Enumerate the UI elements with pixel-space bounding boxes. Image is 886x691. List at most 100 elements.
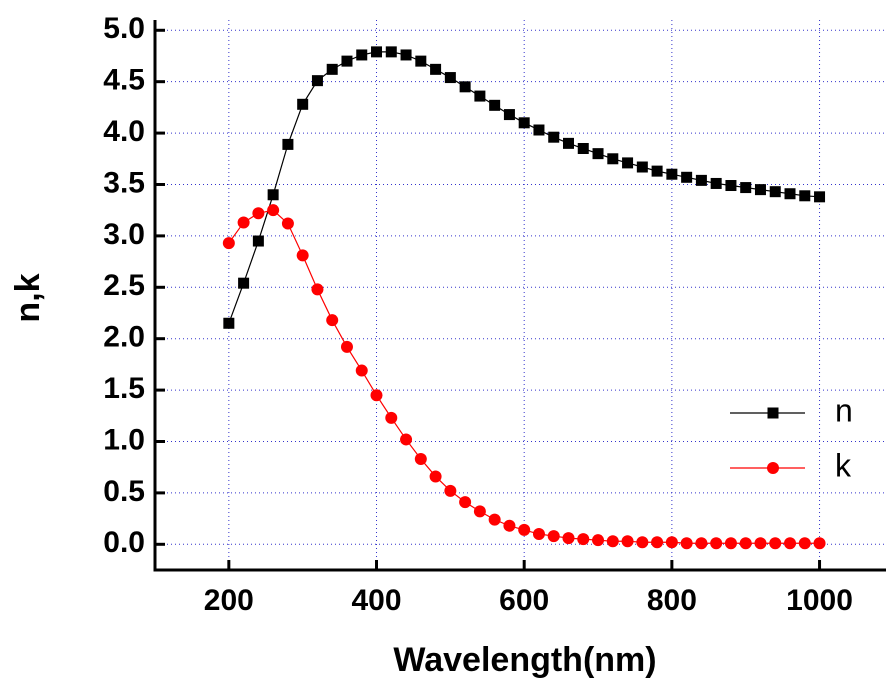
data-point	[311, 283, 324, 296]
y-tick-label: 1.5	[103, 372, 145, 405]
legend-label: k	[835, 447, 852, 483]
data-point	[547, 530, 560, 543]
data-point	[385, 46, 397, 58]
data-point	[681, 171, 693, 183]
data-point	[592, 534, 605, 547]
data-point	[680, 537, 693, 550]
x-tick-label: 600	[499, 584, 549, 617]
legend-marker	[767, 462, 779, 474]
data-point	[548, 131, 560, 143]
data-point	[371, 46, 383, 58]
data-point	[518, 117, 530, 129]
y-axis-label: n,k	[9, 273, 47, 322]
data-point	[222, 237, 235, 250]
data-point	[754, 537, 767, 550]
data-point	[237, 216, 250, 229]
y-tick-label: 3.0	[103, 218, 145, 251]
data-point	[503, 519, 516, 532]
y-tick-label: 0.5	[103, 475, 145, 508]
data-point	[754, 184, 766, 196]
data-point	[577, 533, 590, 546]
x-tick-label: 800	[647, 584, 697, 617]
data-point	[769, 537, 782, 550]
data-point	[341, 55, 353, 67]
data-point	[562, 137, 574, 149]
y-tick-label: 4.0	[103, 115, 145, 148]
data-point	[607, 153, 619, 165]
data-point	[695, 537, 708, 550]
data-point	[444, 72, 456, 84]
data-point	[489, 99, 501, 111]
y-tick-label: 1.0	[103, 423, 145, 456]
data-point	[710, 177, 722, 189]
data-point	[326, 314, 339, 327]
legend-label: n	[835, 392, 853, 428]
data-point	[370, 389, 383, 402]
data-point	[297, 98, 309, 110]
data-point	[740, 182, 752, 194]
data-point	[444, 484, 457, 497]
data-point	[311, 75, 323, 87]
x-tick-label: 1000	[786, 584, 853, 617]
data-point	[252, 235, 264, 247]
y-tick-label: 5.0	[103, 12, 145, 45]
data-point	[503, 109, 515, 121]
data-point	[429, 470, 442, 483]
data-point	[533, 124, 545, 136]
data-point	[724, 537, 737, 550]
data-point	[282, 138, 294, 150]
data-point	[814, 191, 826, 203]
data-point	[665, 536, 678, 549]
data-point	[415, 55, 427, 67]
x-tick-label: 400	[351, 584, 401, 617]
data-point	[666, 168, 678, 180]
data-point	[622, 157, 634, 169]
y-tick-label: 3.5	[103, 166, 145, 199]
data-point	[474, 90, 486, 102]
data-point	[651, 536, 664, 549]
data-point	[636, 161, 648, 173]
data-point	[400, 433, 413, 446]
data-point	[784, 188, 796, 200]
data-point	[606, 535, 619, 548]
y-tick-label: 0.0	[103, 526, 145, 559]
data-point	[340, 340, 353, 353]
data-point	[799, 190, 811, 202]
data-point	[356, 49, 368, 61]
data-point	[459, 81, 471, 93]
data-point	[710, 537, 723, 550]
data-point	[636, 536, 649, 549]
data-point	[459, 496, 472, 509]
y-tick-label: 4.5	[103, 64, 145, 97]
data-point	[385, 411, 398, 424]
data-point	[592, 148, 604, 160]
data-point	[473, 505, 486, 518]
data-point	[281, 217, 294, 230]
data-point	[252, 207, 265, 220]
data-point	[267, 204, 280, 217]
legend-marker	[767, 407, 779, 419]
data-point	[518, 523, 531, 536]
data-point	[430, 63, 442, 75]
data-point	[725, 180, 737, 192]
data-point	[223, 317, 235, 329]
data-point	[400, 49, 412, 61]
data-point	[296, 249, 309, 262]
y-tick-label: 2.5	[103, 269, 145, 302]
data-point	[577, 143, 589, 155]
data-point	[784, 537, 797, 550]
data-point	[739, 537, 752, 550]
data-point	[532, 528, 545, 541]
data-point	[562, 532, 575, 545]
data-point	[798, 537, 811, 550]
data-point	[326, 63, 338, 75]
data-point	[488, 513, 501, 526]
data-point	[414, 452, 427, 465]
data-point	[267, 189, 279, 201]
x-tick-label: 200	[204, 584, 254, 617]
data-point	[621, 535, 634, 548]
y-tick-label: 2.0	[103, 321, 145, 354]
data-point	[238, 277, 250, 289]
x-axis-label: Wavelength(nm)	[393, 641, 656, 679]
data-point	[651, 165, 663, 177]
